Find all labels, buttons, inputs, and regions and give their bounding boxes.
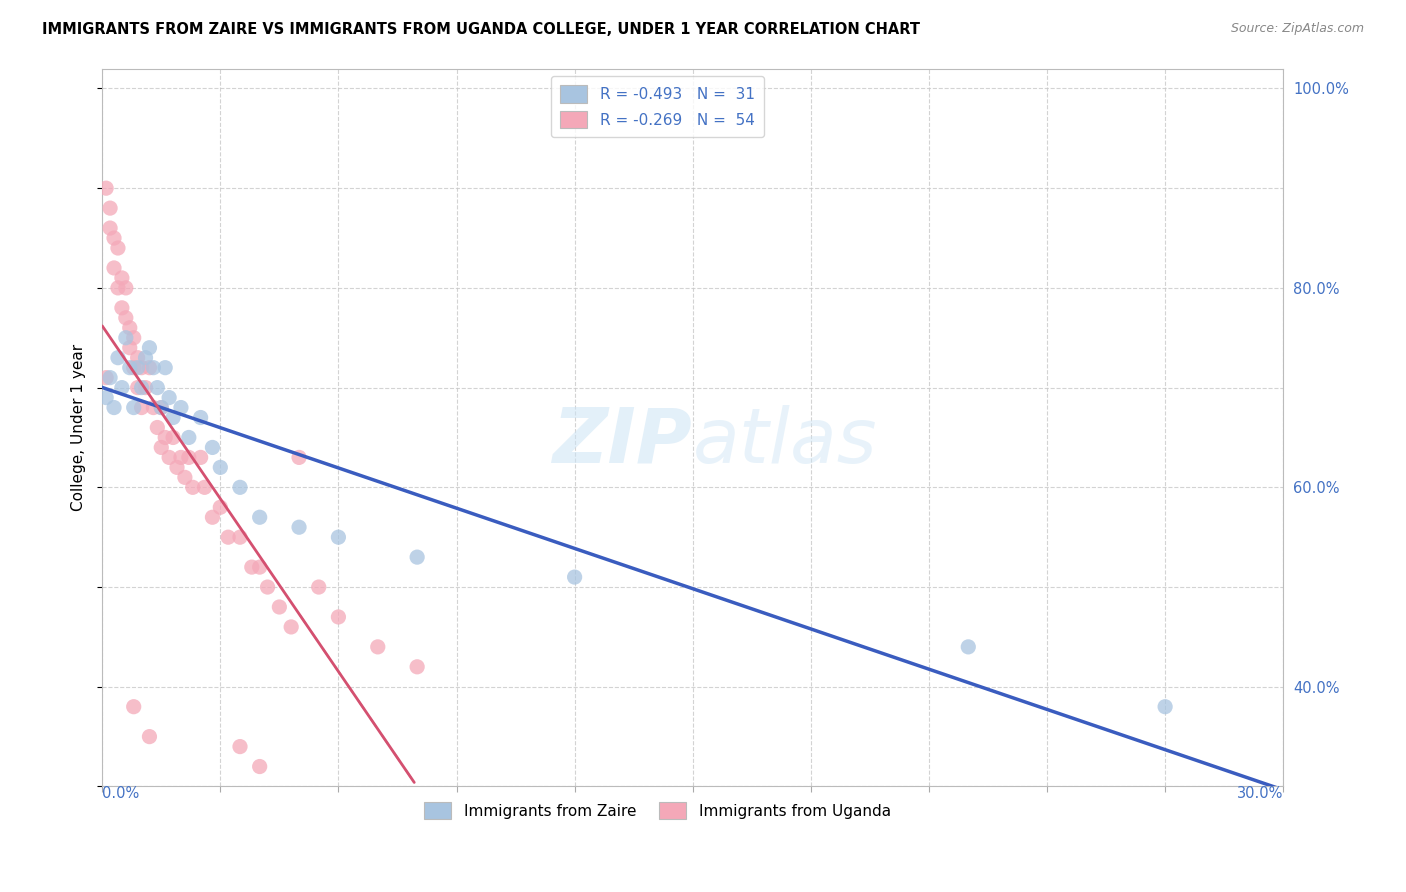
Point [118,341,141,355]
Point [146,420,169,434]
Point [406,660,429,674]
Point [103,260,125,275]
Point [280,620,302,634]
Point [170,401,193,415]
Point [118,360,141,375]
Point [94,370,117,384]
Point [209,500,232,515]
Point [107,281,129,295]
Point [122,401,145,415]
Point [162,430,184,444]
Point [150,401,173,415]
Point [111,271,134,285]
Point [150,441,173,455]
Point [190,410,212,425]
Point [229,480,252,494]
Point [150,401,173,415]
Point [103,401,125,415]
Point [138,360,160,375]
Point [118,320,141,334]
Text: atlas: atlas [693,405,877,479]
Point [1154,699,1177,714]
Point [107,241,129,255]
Point [162,410,184,425]
Point [240,560,263,574]
Point [134,381,156,395]
Point [107,351,129,365]
Point [114,331,136,345]
Point [138,730,160,744]
Point [177,450,200,465]
Point [131,401,153,415]
Point [229,530,252,544]
Point [94,391,117,405]
Point [170,450,193,465]
Legend: Immigrants from Zaire, Immigrants from Uganda: Immigrants from Zaire, Immigrants from U… [418,796,897,825]
Point [127,381,149,395]
Point [193,480,215,494]
Point [131,381,153,395]
Text: IMMIGRANTS FROM ZAIRE VS IMMIGRANTS FROM UGANDA COLLEGE, UNDER 1 YEAR CORRELATIO: IMMIGRANTS FROM ZAIRE VS IMMIGRANTS FROM… [42,22,920,37]
Point [308,580,330,594]
Point [288,450,311,465]
Text: Source: ZipAtlas.com: Source: ZipAtlas.com [1230,22,1364,36]
Point [201,510,224,524]
Point [328,610,350,624]
Point [201,441,224,455]
Point [114,281,136,295]
Point [114,310,136,325]
Text: ZIP: ZIP [553,405,693,479]
Point [122,331,145,345]
Point [131,360,153,375]
Point [288,520,311,534]
Point [111,381,134,395]
Point [127,360,149,375]
Point [127,351,149,365]
Point [190,450,212,465]
Point [406,550,429,565]
Point [142,360,165,375]
Point [122,699,145,714]
Point [249,510,271,524]
Point [957,640,980,654]
Point [98,221,121,235]
Point [217,530,239,544]
Point [209,460,232,475]
Point [157,391,180,405]
Point [103,231,125,245]
Point [142,401,165,415]
Text: 0.0%: 0.0% [103,787,139,802]
Point [229,739,252,754]
Point [367,640,389,654]
Point [328,530,350,544]
Point [564,570,586,584]
Point [249,759,271,773]
Text: 30.0%: 30.0% [1237,787,1284,802]
Y-axis label: College, Under 1 year: College, Under 1 year [72,344,86,511]
Point [269,599,291,614]
Point [122,360,145,375]
Point [146,381,169,395]
Point [157,450,180,465]
Point [181,480,204,494]
Point [256,580,278,594]
Point [177,430,200,444]
Point [166,460,188,475]
Point [134,351,156,365]
Point [98,201,121,215]
Point [98,370,121,384]
Point [153,430,176,444]
Point [94,181,117,195]
Point [153,360,176,375]
Point [138,341,160,355]
Point [173,470,195,484]
Point [249,560,271,574]
Point [111,301,134,315]
